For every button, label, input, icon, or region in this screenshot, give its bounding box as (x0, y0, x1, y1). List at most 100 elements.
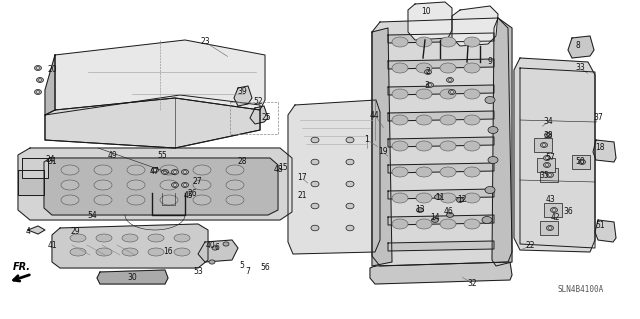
Ellipse shape (160, 195, 178, 205)
Polygon shape (97, 270, 168, 284)
Ellipse shape (193, 195, 211, 205)
Ellipse shape (70, 234, 86, 242)
Text: 38: 38 (543, 131, 553, 140)
Ellipse shape (311, 137, 319, 143)
Ellipse shape (392, 219, 408, 229)
Ellipse shape (226, 195, 244, 205)
Text: 15: 15 (278, 164, 288, 173)
Text: 34: 34 (543, 117, 553, 127)
Polygon shape (198, 240, 238, 262)
Ellipse shape (35, 65, 42, 70)
Text: 1: 1 (365, 136, 369, 145)
Ellipse shape (209, 260, 215, 264)
Text: 48: 48 (273, 166, 283, 174)
Text: 45: 45 (183, 190, 193, 199)
Ellipse shape (94, 165, 112, 175)
Ellipse shape (160, 180, 178, 190)
Text: 30: 30 (127, 273, 137, 283)
Ellipse shape (426, 83, 433, 87)
Text: 18: 18 (595, 144, 605, 152)
Polygon shape (388, 33, 494, 43)
Text: SLN4B4100A: SLN4B4100A (558, 285, 604, 294)
Ellipse shape (212, 246, 218, 250)
Polygon shape (388, 85, 494, 95)
Polygon shape (408, 2, 452, 40)
Ellipse shape (440, 115, 456, 125)
Ellipse shape (416, 89, 432, 99)
Ellipse shape (392, 115, 408, 125)
Ellipse shape (392, 167, 408, 177)
Bar (537, 158, 555, 172)
Ellipse shape (482, 217, 492, 224)
Ellipse shape (346, 181, 354, 187)
Text: 44: 44 (370, 110, 380, 120)
Ellipse shape (424, 70, 431, 75)
Ellipse shape (311, 203, 319, 209)
Polygon shape (370, 262, 512, 284)
Text: 57: 57 (545, 153, 555, 162)
Ellipse shape (346, 137, 354, 143)
Polygon shape (388, 215, 494, 225)
Text: 5: 5 (239, 261, 244, 270)
Polygon shape (388, 241, 494, 251)
Ellipse shape (172, 182, 179, 188)
Ellipse shape (464, 89, 480, 99)
Polygon shape (288, 100, 380, 254)
Polygon shape (28, 226, 45, 234)
Ellipse shape (127, 180, 145, 190)
Text: 10: 10 (421, 8, 431, 17)
Polygon shape (44, 158, 278, 215)
Ellipse shape (61, 165, 79, 175)
Ellipse shape (440, 167, 456, 177)
Ellipse shape (485, 187, 495, 194)
Text: 23: 23 (200, 38, 210, 47)
Text: 4: 4 (26, 227, 31, 236)
Polygon shape (22, 158, 48, 178)
Polygon shape (568, 36, 594, 58)
Text: 26: 26 (187, 189, 197, 198)
Polygon shape (593, 140, 616, 162)
Polygon shape (372, 28, 392, 266)
Ellipse shape (346, 203, 354, 209)
Text: 40: 40 (205, 241, 215, 249)
Text: 52: 52 (253, 98, 263, 107)
Bar (544, 203, 562, 217)
Polygon shape (388, 189, 494, 199)
Text: 11: 11 (435, 194, 445, 203)
Ellipse shape (447, 78, 454, 83)
Text: 43: 43 (545, 196, 555, 204)
Polygon shape (388, 163, 494, 173)
Ellipse shape (449, 90, 456, 94)
Polygon shape (234, 86, 252, 106)
Polygon shape (492, 18, 512, 266)
Ellipse shape (127, 165, 145, 175)
Ellipse shape (547, 173, 554, 177)
Ellipse shape (94, 180, 112, 190)
Ellipse shape (440, 141, 456, 151)
Text: 33: 33 (575, 63, 585, 72)
Polygon shape (388, 111, 494, 121)
Ellipse shape (61, 195, 79, 205)
Ellipse shape (416, 219, 432, 229)
Ellipse shape (464, 115, 480, 125)
Text: 27: 27 (192, 177, 202, 187)
Polygon shape (388, 137, 494, 147)
Ellipse shape (464, 37, 480, 47)
Text: 7: 7 (246, 268, 250, 277)
Ellipse shape (417, 208, 424, 212)
Ellipse shape (440, 63, 456, 73)
Ellipse shape (550, 207, 557, 212)
Text: 13: 13 (415, 205, 425, 214)
Polygon shape (45, 95, 260, 148)
Text: 42: 42 (550, 213, 560, 222)
Ellipse shape (392, 89, 408, 99)
Text: 12: 12 (457, 196, 467, 204)
Ellipse shape (435, 195, 442, 199)
Text: 32: 32 (467, 278, 477, 287)
Text: 25: 25 (261, 114, 271, 122)
Ellipse shape (182, 182, 189, 188)
Text: 39: 39 (237, 87, 247, 97)
Ellipse shape (447, 212, 454, 218)
Ellipse shape (416, 115, 432, 125)
Ellipse shape (440, 89, 456, 99)
